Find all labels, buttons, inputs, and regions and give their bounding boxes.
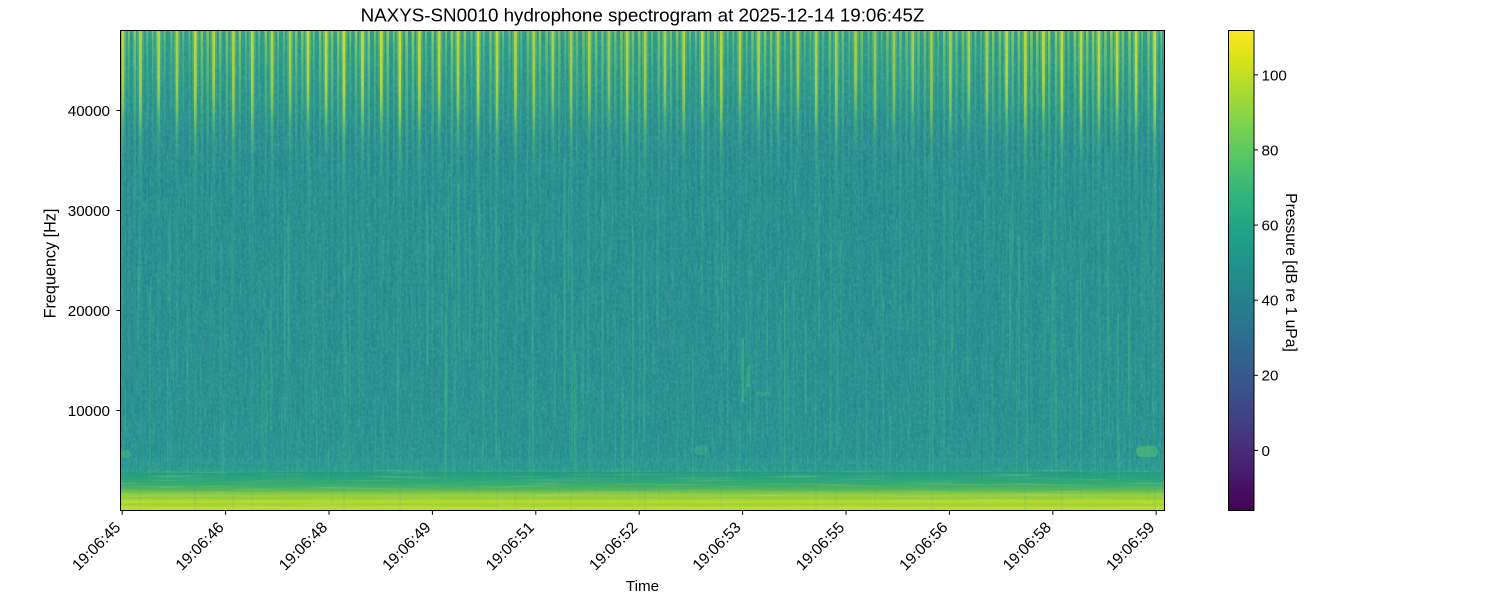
svg-text:19:06:58: 19:06:58 [1000,519,1055,574]
svg-text:19:06:51: 19:06:51 [483,519,538,574]
svg-text:19:06:46: 19:06:46 [173,519,228,574]
svg-text:0: 0 [1262,443,1270,460]
svg-text:40000: 40000 [68,103,110,120]
svg-text:19:06:52: 19:06:52 [586,519,641,574]
svg-text:19:06:55: 19:06:55 [793,519,848,574]
svg-text:40: 40 [1262,293,1279,310]
svg-text:19:06:59: 19:06:59 [1103,519,1158,574]
svg-text:19:06:45: 19:06:45 [69,519,124,574]
svg-text:20: 20 [1262,368,1279,385]
svg-text:100: 100 [1262,67,1287,84]
svg-text:19:06:49: 19:06:49 [379,519,434,574]
svg-text:10000: 10000 [68,403,110,420]
svg-text:NAXYS-SN0010 hydrophone spectr: NAXYS-SN0010 hydrophone spectrogram at 2… [361,4,925,25]
svg-text:19:06:48: 19:06:48 [276,519,331,574]
svg-text:Pressure [dB re 1 uPa]: Pressure [dB re 1 uPa] [1282,193,1299,352]
svg-text:Frequency [Hz]: Frequency [Hz] [42,209,60,319]
svg-text:60: 60 [1262,218,1279,235]
svg-text:19:06:56: 19:06:56 [896,519,951,574]
svg-text:30000: 30000 [68,203,110,220]
svg-text:80: 80 [1262,142,1279,159]
svg-text:20000: 20000 [68,303,110,320]
svg-text:Time: Time [626,578,659,595]
svg-text:19:06:53: 19:06:53 [690,519,745,574]
